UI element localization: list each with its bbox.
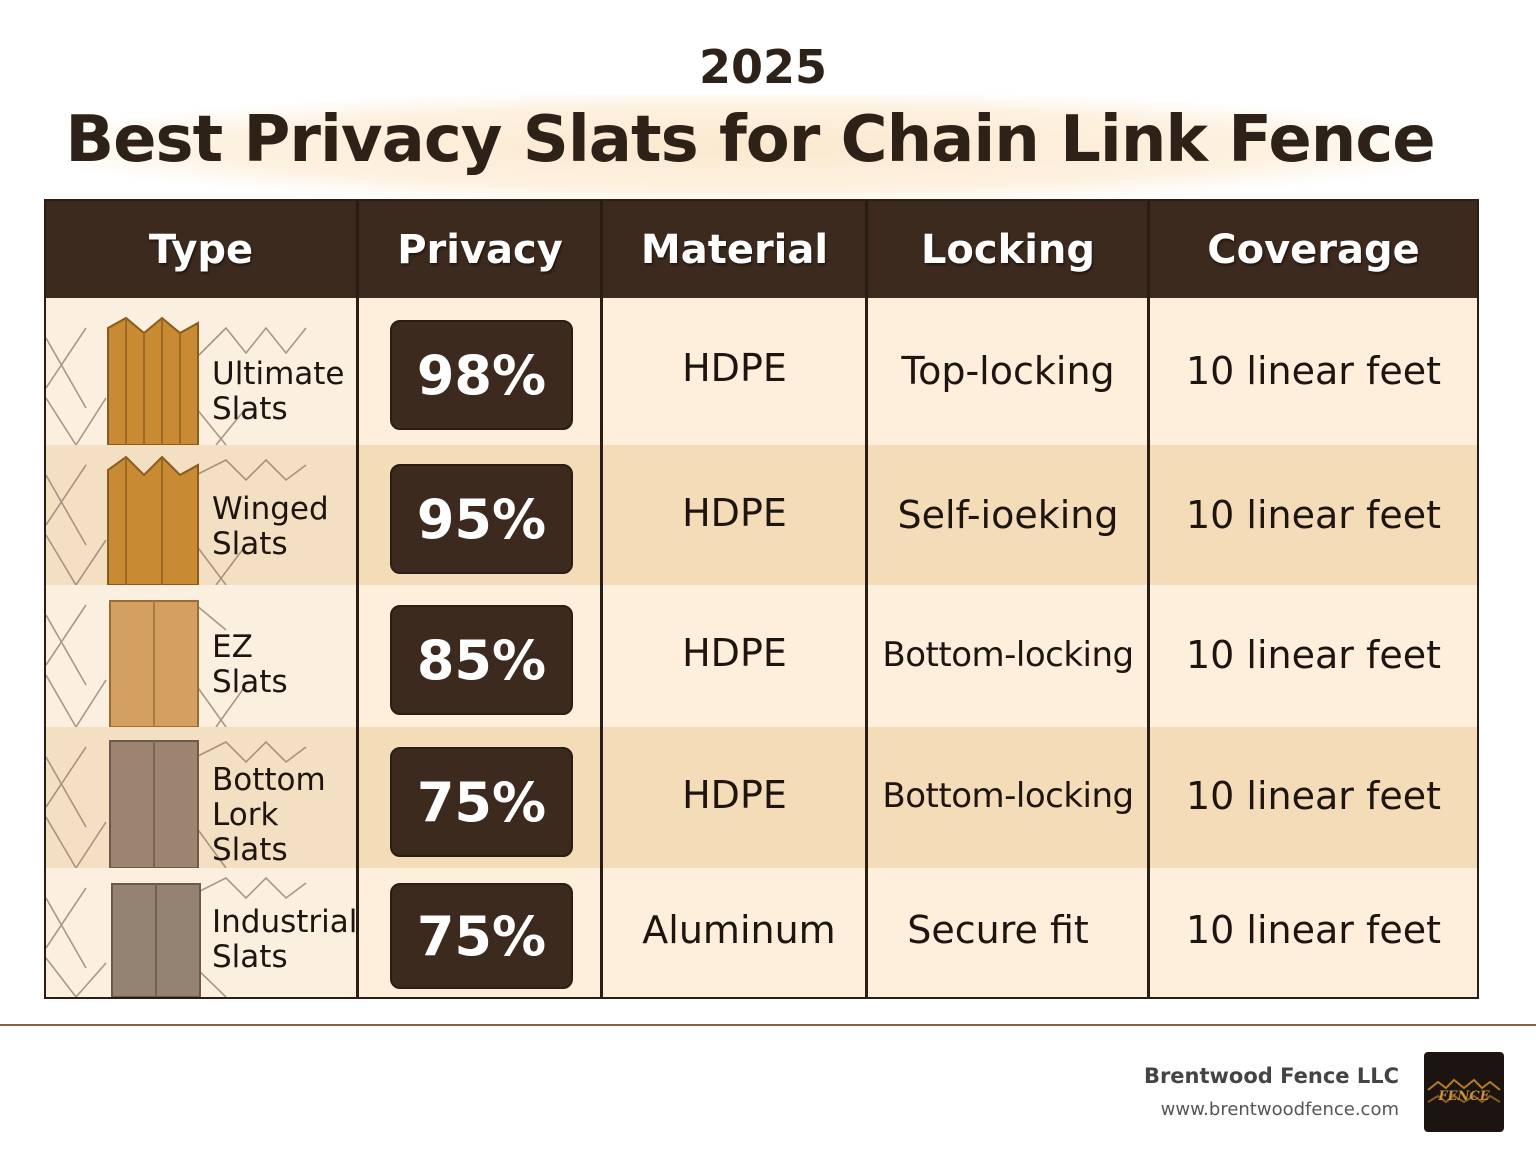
table-row: Industrial Slats 75% Aluminum Secure fit…: [46, 868, 1477, 997]
privacy-badge: 75%: [390, 747, 573, 857]
flat-slat-icon: [46, 600, 247, 727]
material-cell: HDPE: [682, 631, 787, 675]
type-label-line2: Lork Slats: [212, 797, 288, 868]
column-divider: [1147, 201, 1150, 997]
privacy-badge: 75%: [390, 883, 573, 989]
type-label-line2: Slats: [212, 391, 288, 427]
company-logo: FENCE: [1424, 1052, 1504, 1132]
grey-slat-icon: [46, 740, 307, 868]
privacy-badge: 95%: [390, 464, 573, 574]
material-cell: HDPE: [682, 346, 787, 390]
type-label-line1: Industrial: [212, 904, 356, 940]
type-cell: EZ Slats: [46, 585, 356, 727]
material-cell: Aluminum: [642, 908, 836, 952]
type-label-line1: Winged: [212, 491, 329, 527]
locking-cell: Self-ioeking: [897, 493, 1119, 537]
locking-cell: Top-locking: [901, 348, 1115, 393]
type-cell: Bottom Lork Slats: [46, 727, 356, 868]
type-cell: Industrial Slats: [46, 868, 356, 997]
column-divider: [356, 201, 359, 997]
type-label-line2: Slats: [212, 526, 288, 562]
column-divider: [600, 201, 603, 997]
coverage-cell: 10 linear feet: [1185, 908, 1442, 952]
column-header-locking: Locking: [920, 226, 1096, 273]
table-row: Ultimate Slats 98% HDPE Top-locking 10 l…: [46, 298, 1477, 445]
column-header-coverage: Coverage: [1207, 226, 1420, 273]
table-row: Winged Slats 95% HDPE Self-ioeking 10 li…: [46, 445, 1477, 585]
coverage-cell: 10 linear feet: [1185, 348, 1442, 393]
type-label-line1: Bottom: [212, 762, 326, 798]
grey-slat-icon: [46, 876, 307, 997]
table-row: Bottom Lork Slats 75% HDPE Bottom-lockin…: [46, 727, 1477, 868]
year-heading: 2025: [698, 40, 828, 94]
column-header-material: Material: [640, 226, 829, 273]
page-title: Best Privacy Slats for Chain Link Fence: [65, 103, 1435, 177]
type-label-line2: Slats: [212, 664, 288, 700]
material-cell: HDPE: [682, 773, 787, 817]
type-cell: Ultimate Slats: [46, 298, 356, 445]
locking-cell: Bottom-locking: [882, 776, 1134, 816]
comparison-table: Type Privacy Material Locking Coverage U…: [44, 199, 1479, 999]
company-website[interactable]: www.brentwoodfence.com: [1160, 1099, 1399, 1120]
title-background: [80, 95, 1420, 200]
type-label-line2: Slats: [212, 939, 288, 975]
column-header-type: Type: [148, 226, 254, 273]
company-name: Brentwood Fence LLC: [1143, 1064, 1399, 1088]
coverage-cell: 10 linear feet: [1185, 493, 1442, 537]
table-row: EZ Slats 85% HDPE Bottom-locking 10 line…: [46, 585, 1477, 727]
ridged-slat-icon: [46, 316, 307, 445]
logo-text: FENCE: [1438, 1089, 1490, 1104]
locking-cell: Bottom-locking: [882, 635, 1134, 675]
privacy-badge: 98%: [390, 320, 573, 430]
table-header-row: Type Privacy Material Locking Coverage: [46, 201, 1477, 298]
locking-cell: Secure fit: [907, 908, 1089, 952]
column-divider: [865, 201, 868, 997]
material-cell: HDPE: [682, 491, 787, 535]
winged-slat-icon: [46, 455, 307, 585]
column-header-privacy: Privacy: [397, 226, 563, 273]
privacy-badge: 85%: [390, 605, 573, 715]
coverage-cell: 10 linear feet: [1185, 633, 1442, 677]
footer-divider: [0, 1024, 1536, 1026]
type-cell: Winged Slats: [46, 445, 356, 585]
type-label-line1: EZ: [212, 629, 253, 665]
coverage-cell: 10 linear feet: [1185, 774, 1442, 818]
fence-logo-icon: [1427, 1078, 1501, 1104]
type-label-line1: Ultimate: [212, 356, 345, 392]
